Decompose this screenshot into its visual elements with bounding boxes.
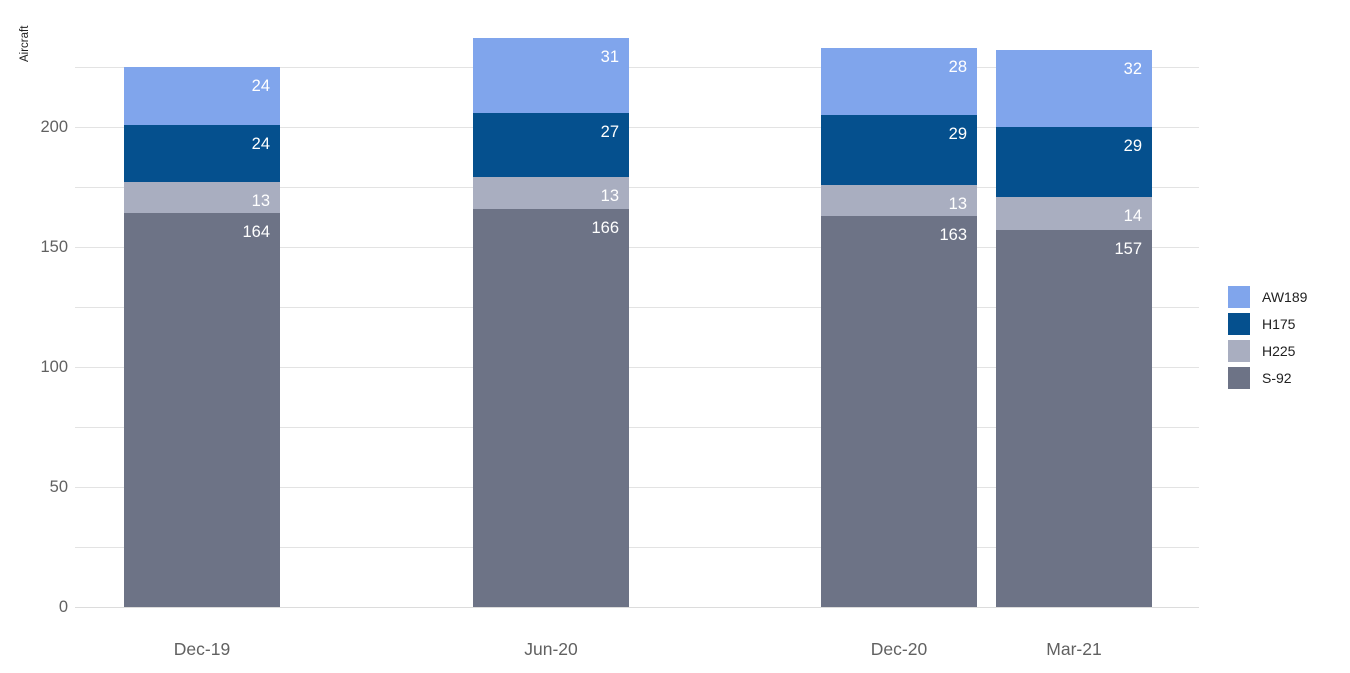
x-category-label: Dec-19 — [173, 639, 231, 659]
y-tick-label: 0 — [58, 598, 68, 616]
legend-label: H175 — [1262, 316, 1296, 332]
bar-value-label: 31 — [600, 48, 619, 67]
h175-swatch-icon — [1228, 313, 1250, 335]
legend-item-h225: H225 — [1228, 340, 1307, 362]
bar-value-label: 24 — [251, 77, 270, 95]
x-category-label: Mar-21 — [1046, 639, 1102, 659]
x-category-label: Dec-20 — [870, 639, 928, 659]
h225-swatch-icon — [1228, 340, 1250, 362]
legend-label: H225 — [1262, 343, 1296, 359]
y-tick-label: 100 — [40, 358, 68, 376]
bar-value-label: 13 — [948, 194, 967, 213]
bar-value-label: 28 — [948, 57, 967, 76]
bar-value-label: 29 — [1123, 137, 1142, 155]
bar-value-label: 24 — [251, 134, 270, 153]
bar-segment-h175-jun-20: 27 — [473, 112, 629, 178]
legend: AW189 H175 H225 S-92 — [1228, 286, 1307, 394]
bar-segment-aw189-jun-20: 31 — [473, 38, 629, 113]
bar-value-label: 13 — [251, 192, 270, 211]
bar-segment-h225-dec-20: 13 — [821, 184, 977, 216]
aw189-swatch-icon — [1228, 286, 1250, 308]
bar-value-label: 163 — [939, 225, 967, 244]
bar-segment-h225-jun-20: 13 — [473, 177, 629, 209]
s-92-swatch-icon — [1228, 367, 1250, 389]
bar-value-label: 32 — [1123, 60, 1142, 79]
legend-item-h175: H175 — [1228, 313, 1307, 335]
bar-segment-h175-mar-21: 29 — [996, 127, 1152, 197]
bar-value-label: 157 — [1114, 240, 1142, 259]
y-tick-label: 150 — [40, 238, 68, 256]
bar-segment-s-92-jun-20: 166 — [473, 208, 629, 607]
bar-segment-h225-dec-19: 13 — [124, 182, 280, 214]
bar-segment-h175-dec-20: 29 — [821, 115, 977, 185]
y-tick-label: 50 — [49, 478, 68, 496]
y-tick-label: 200 — [40, 118, 68, 136]
bar-segment-aw189-dec-19: 24 — [124, 67, 280, 125]
bar-value-label: 14 — [1123, 206, 1142, 225]
bar-value-label: 164 — [242, 223, 270, 242]
legend-label: S-92 — [1262, 370, 1292, 386]
bar-segment-aw189-dec-20: 28 — [821, 47, 977, 115]
bar-segment-s-92-mar-21: 157 — [996, 230, 1152, 607]
bar-segment-aw189-mar-21: 32 — [996, 50, 1152, 127]
legend-label: AW189 — [1262, 289, 1308, 305]
x-category-label: Jun-20 — [524, 639, 578, 659]
bar-value-label: 166 — [591, 218, 619, 237]
bar-segment-h175-dec-19: 24 — [124, 124, 280, 183]
legend-item-s-92: S-92 — [1228, 367, 1307, 389]
bar-segment-s-92-dec-20: 163 — [821, 215, 977, 607]
y-axis-title: Aircraft — [19, 25, 31, 62]
legend-item-aw189: AW189 — [1228, 286, 1307, 308]
bar-segment-s-92-dec-19: 164 — [124, 213, 280, 607]
x-axis-line — [75, 607, 1199, 608]
bar-segment-h225-mar-21: 14 — [996, 196, 1152, 231]
bar-value-label: 29 — [948, 125, 967, 143]
bar-value-label: 13 — [600, 187, 619, 206]
bar-value-label: 27 — [600, 122, 619, 141]
